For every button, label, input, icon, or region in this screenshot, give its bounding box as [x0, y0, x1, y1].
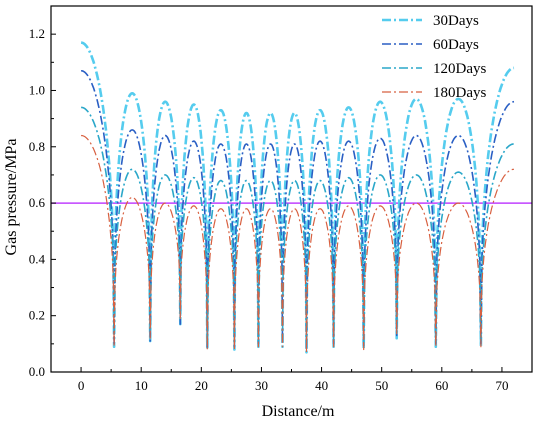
series-line-60days — [81, 70, 515, 351]
y-tick-label: 1.2 — [29, 26, 45, 41]
axes-layer: 0 10 20 30 40 50 60 70 0.0 0.2 0.4 0.6 0.8 1.0 1.2 — [29, 5, 533, 393]
y-axis-title: Gas pressure/MPa — [3, 139, 20, 256]
legend-label-180days: 180Days — [433, 85, 486, 101]
x-tick-label: 50 — [375, 378, 388, 393]
legend-label-30days: 30Days — [433, 13, 479, 29]
series-layer — [80, 41, 515, 354]
x-tick-label: 40 — [315, 378, 328, 393]
legend-label-120days: 120Days — [433, 61, 486, 77]
y-tick-label: 0.4 — [29, 251, 46, 266]
x-axis-title: Distance/m — [262, 403, 335, 420]
y-tick-label: 0.6 — [29, 195, 46, 210]
x-tick-label: 70 — [495, 378, 508, 393]
y-tick-label: 0.8 — [29, 139, 45, 154]
legend: 30Days 60Days 120Days 180Days — [382, 13, 486, 101]
series-line-120days — [81, 106, 514, 348]
series-line-180days — [81, 134, 514, 353]
x-tick-label: 30 — [255, 378, 268, 393]
x-tick-label: 10 — [135, 378, 148, 393]
y-tick-label: 0.0 — [29, 364, 45, 379]
y-tick-label: 1.0 — [29, 82, 45, 97]
x-tick-label: 0 — [78, 378, 85, 393]
x-tick-label: 20 — [195, 378, 208, 393]
y-tick-label: 0.2 — [29, 308, 45, 323]
x-tick-label: 60 — [435, 378, 448, 393]
legend-label-60days: 60Days — [433, 37, 479, 53]
